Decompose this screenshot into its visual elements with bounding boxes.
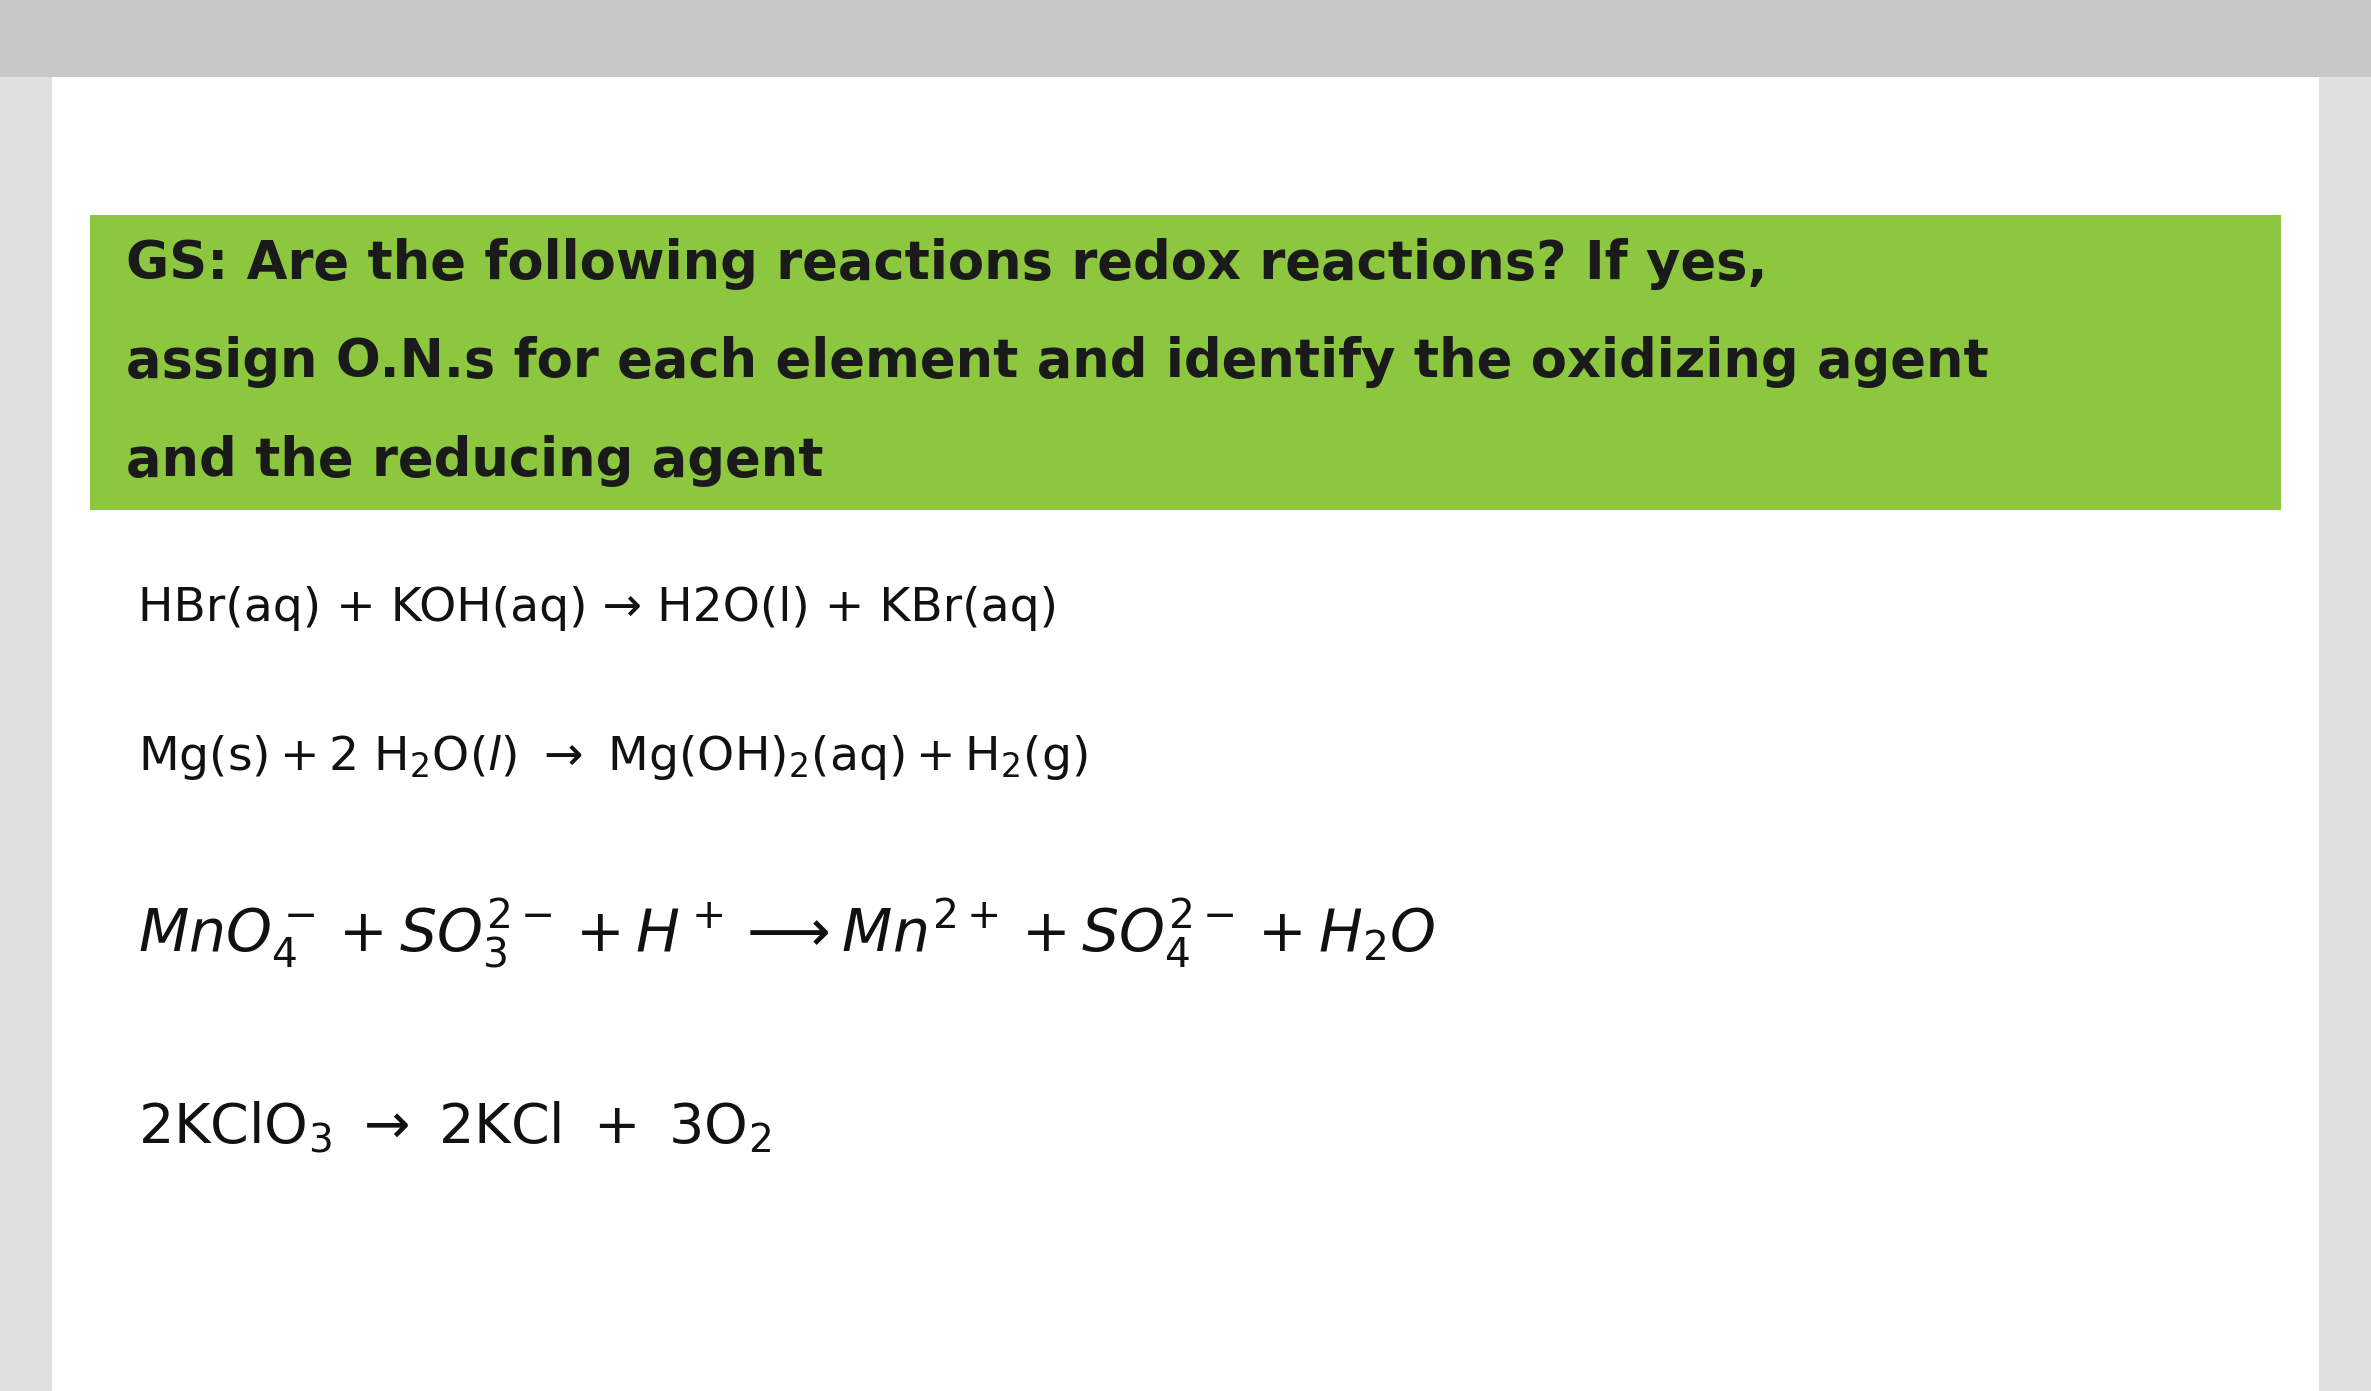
FancyBboxPatch shape [52,77,2319,1391]
FancyBboxPatch shape [2319,77,2371,1391]
Text: $\mathdefault{2KClO_3\ \rightarrow\ 2KCl\ +\ 3O_2}$: $\mathdefault{2KClO_3\ \rightarrow\ 2KCl… [138,1100,771,1156]
Text: GS: Are the following reactions redox reactions? If yes,: GS: Are the following reactions redox re… [126,238,1766,289]
Text: $MnO_4^- + SO_3^{2-} + H^+ \longrightarrow Mn^{2+} + SO_4^{2-} + H_2O$: $MnO_4^- + SO_3^{2-} + H^+ \longrightarr… [138,897,1434,971]
Text: and the reducing agent: and the reducing agent [126,435,823,487]
Text: HBr(aq) + KOH(aq) → H2O(l) + KBr(aq): HBr(aq) + KOH(aq) → H2O(l) + KBr(aq) [138,587,1057,632]
Text: assign O.N.s for each element and identify the oxidizing agent: assign O.N.s for each element and identi… [126,337,1989,388]
Text: $\mathdefault{Mg(s) + 2\ H_2O(\mathit{l})\ \rightarrow\ Mg(OH)_2(aq) + H_2(g)}$: $\mathdefault{Mg(s) + 2\ H_2O(\mathit{l}… [138,733,1088,782]
FancyBboxPatch shape [90,214,2281,510]
FancyBboxPatch shape [0,77,52,1391]
